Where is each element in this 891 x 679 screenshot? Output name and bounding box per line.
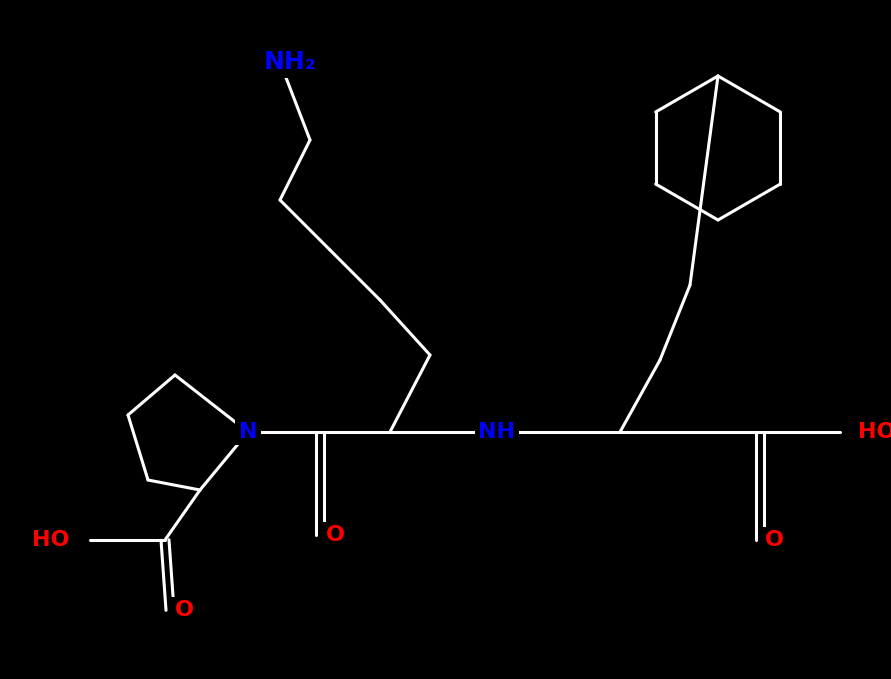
Text: HO: HO [858, 422, 891, 442]
Text: N: N [239, 422, 257, 442]
Text: NH: NH [478, 422, 516, 442]
Text: HO: HO [32, 530, 70, 550]
Text: NH₂: NH₂ [264, 50, 316, 74]
Text: O: O [175, 600, 193, 620]
Text: O: O [764, 530, 783, 550]
Text: O: O [325, 525, 345, 545]
